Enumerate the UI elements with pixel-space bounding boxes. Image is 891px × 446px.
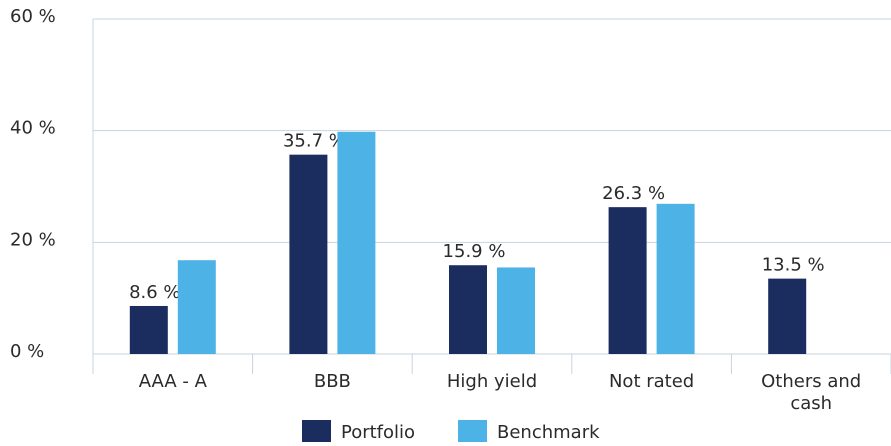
bar [608,207,647,354]
x-tick-label: BBB [313,371,351,392]
bar [289,154,328,354]
bar [449,265,487,354]
legend-label: Benchmark [497,422,600,443]
bar [768,278,807,354]
bar [129,305,168,354]
x-tick-label: AAA - A [138,371,207,392]
x-tick-label: High yield [446,371,538,392]
x-tick-label: Others and cash [761,371,862,414]
bar [497,267,535,354]
data-label: 13.5 % [762,255,825,276]
data-label: 35.7 % [283,131,346,152]
y-tick-label: 60 % [10,6,56,27]
data-label: 8.6 % [129,282,180,303]
bar [337,131,376,354]
y-tick-label: 40 % [10,118,56,139]
legend-label: Portfolio [341,422,415,443]
legend-swatch [302,420,331,442]
y-tick-label: 20 % [10,229,56,250]
data-label: 15.9 % [443,241,506,262]
data-label: 26.3 % [602,183,665,204]
bar [656,203,695,354]
y-tick-label: 0 % [10,341,44,362]
legend-swatch [458,420,487,442]
bar [177,260,216,354]
x-tick-label: Not rated [608,371,695,392]
